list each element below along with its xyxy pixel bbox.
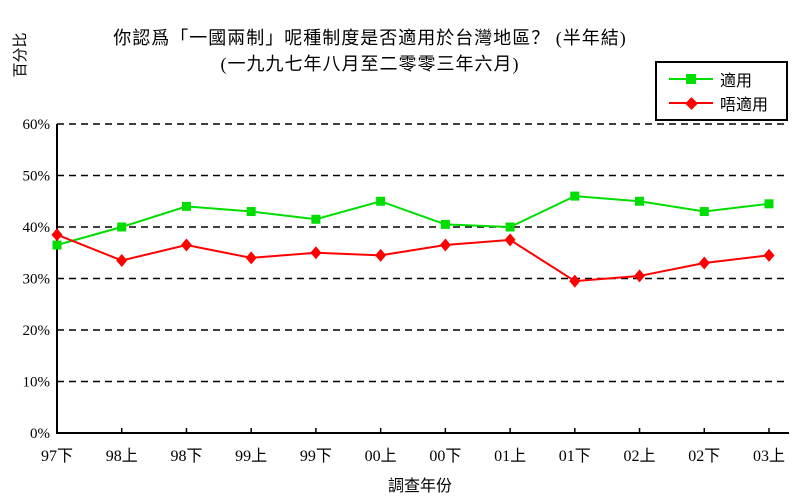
data-point-square — [440, 219, 450, 229]
series-line-1 — [56, 233, 770, 283]
legend: 適用 唔適用 — [655, 61, 788, 121]
x-tick-label: 00下 — [429, 448, 461, 465]
y-tick-label: 50% — [23, 169, 51, 185]
legend-swatch-apply — [669, 73, 713, 85]
series-line-0 — [56, 195, 770, 246]
data-point-square — [311, 214, 321, 224]
legend-square-marker-icon — [686, 74, 696, 84]
x-tick-label: 98上 — [106, 447, 138, 465]
data-point-square — [376, 196, 386, 206]
data-point-diamond — [439, 238, 451, 252]
data-point-square — [635, 196, 645, 206]
x-tick-label: 99上 — [235, 447, 267, 465]
data-point-diamond — [310, 246, 322, 260]
data-point-diamond — [375, 248, 387, 262]
x-tick-label: 99下 — [300, 448, 332, 465]
legend-label-apply: 適用 — [720, 73, 753, 90]
data-point-diamond — [245, 251, 257, 265]
legend-diamond-marker-icon — [685, 97, 698, 110]
data-point-diamond — [51, 228, 63, 242]
legend-label-not-apply: 唔適用 — [720, 97, 769, 114]
data-point-diamond — [569, 274, 581, 288]
data-point-square — [699, 207, 709, 217]
y-tick-label: 20% — [23, 323, 51, 339]
data-point-diamond — [634, 269, 646, 283]
x-tick-label: 01下 — [559, 448, 591, 465]
legend-item-apply: 適用 — [669, 71, 786, 90]
data-point-square — [505, 222, 515, 232]
data-point-diamond — [116, 253, 128, 267]
legend-swatch-not-apply — [669, 97, 713, 110]
y-tick-label: 30% — [23, 272, 51, 288]
data-point-square — [117, 222, 127, 232]
x-tick-label: 98下 — [170, 448, 202, 465]
x-tick-label: 01上 — [494, 447, 526, 465]
data-point-diamond — [763, 248, 775, 262]
data-point-square — [181, 201, 191, 211]
data-point-diamond — [180, 238, 192, 252]
legend-item-not-apply: 唔適用 — [669, 95, 786, 114]
data-point-square — [246, 207, 256, 217]
data-point-diamond — [504, 233, 516, 247]
chart-subtitle: (一九九七年八月至二零零三年六月) — [220, 54, 520, 74]
data-point-square — [764, 199, 774, 209]
x-axis-title: 調查年份 — [387, 478, 452, 495]
y-tick-label: 10% — [23, 375, 51, 391]
chart-title: 你認爲「一國兩制」呢種制度是否適用於台灣地區？ (半年結) — [113, 28, 627, 48]
x-tick-label: 02上 — [624, 447, 656, 465]
data-point-square — [570, 191, 580, 201]
x-tick-label: 02下 — [688, 448, 720, 465]
y-tick-label: 60% — [23, 117, 51, 133]
y-tick-label: 0% — [30, 426, 50, 442]
x-tick-label: 97下 — [41, 448, 73, 465]
x-tick-label: 00上 — [365, 447, 397, 465]
data-point-diamond — [698, 256, 710, 270]
x-tick-label: 03上 — [753, 447, 785, 465]
y-tick-label: 40% — [23, 220, 51, 236]
data-point-square — [52, 240, 62, 250]
